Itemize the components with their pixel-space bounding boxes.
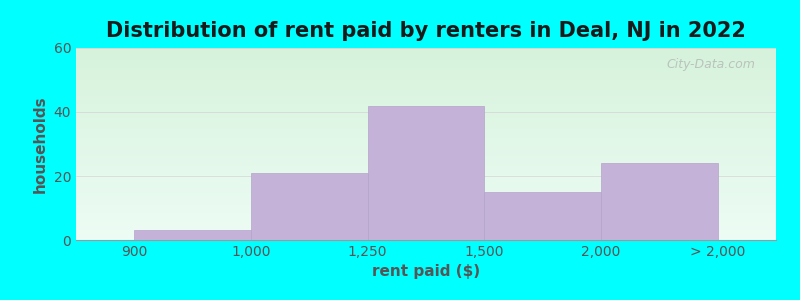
Title: Distribution of rent paid by renters in Deal, NJ in 2022: Distribution of rent paid by renters in … [106,21,746,41]
Y-axis label: households: households [33,95,48,193]
Bar [134,230,251,240]
Bar [601,163,718,240]
Bar [368,106,484,240]
Text: City-Data.com: City-Data.com [666,58,755,70]
X-axis label: rent paid ($): rent paid ($) [372,264,480,279]
Bar [484,192,601,240]
Bar [251,173,368,240]
